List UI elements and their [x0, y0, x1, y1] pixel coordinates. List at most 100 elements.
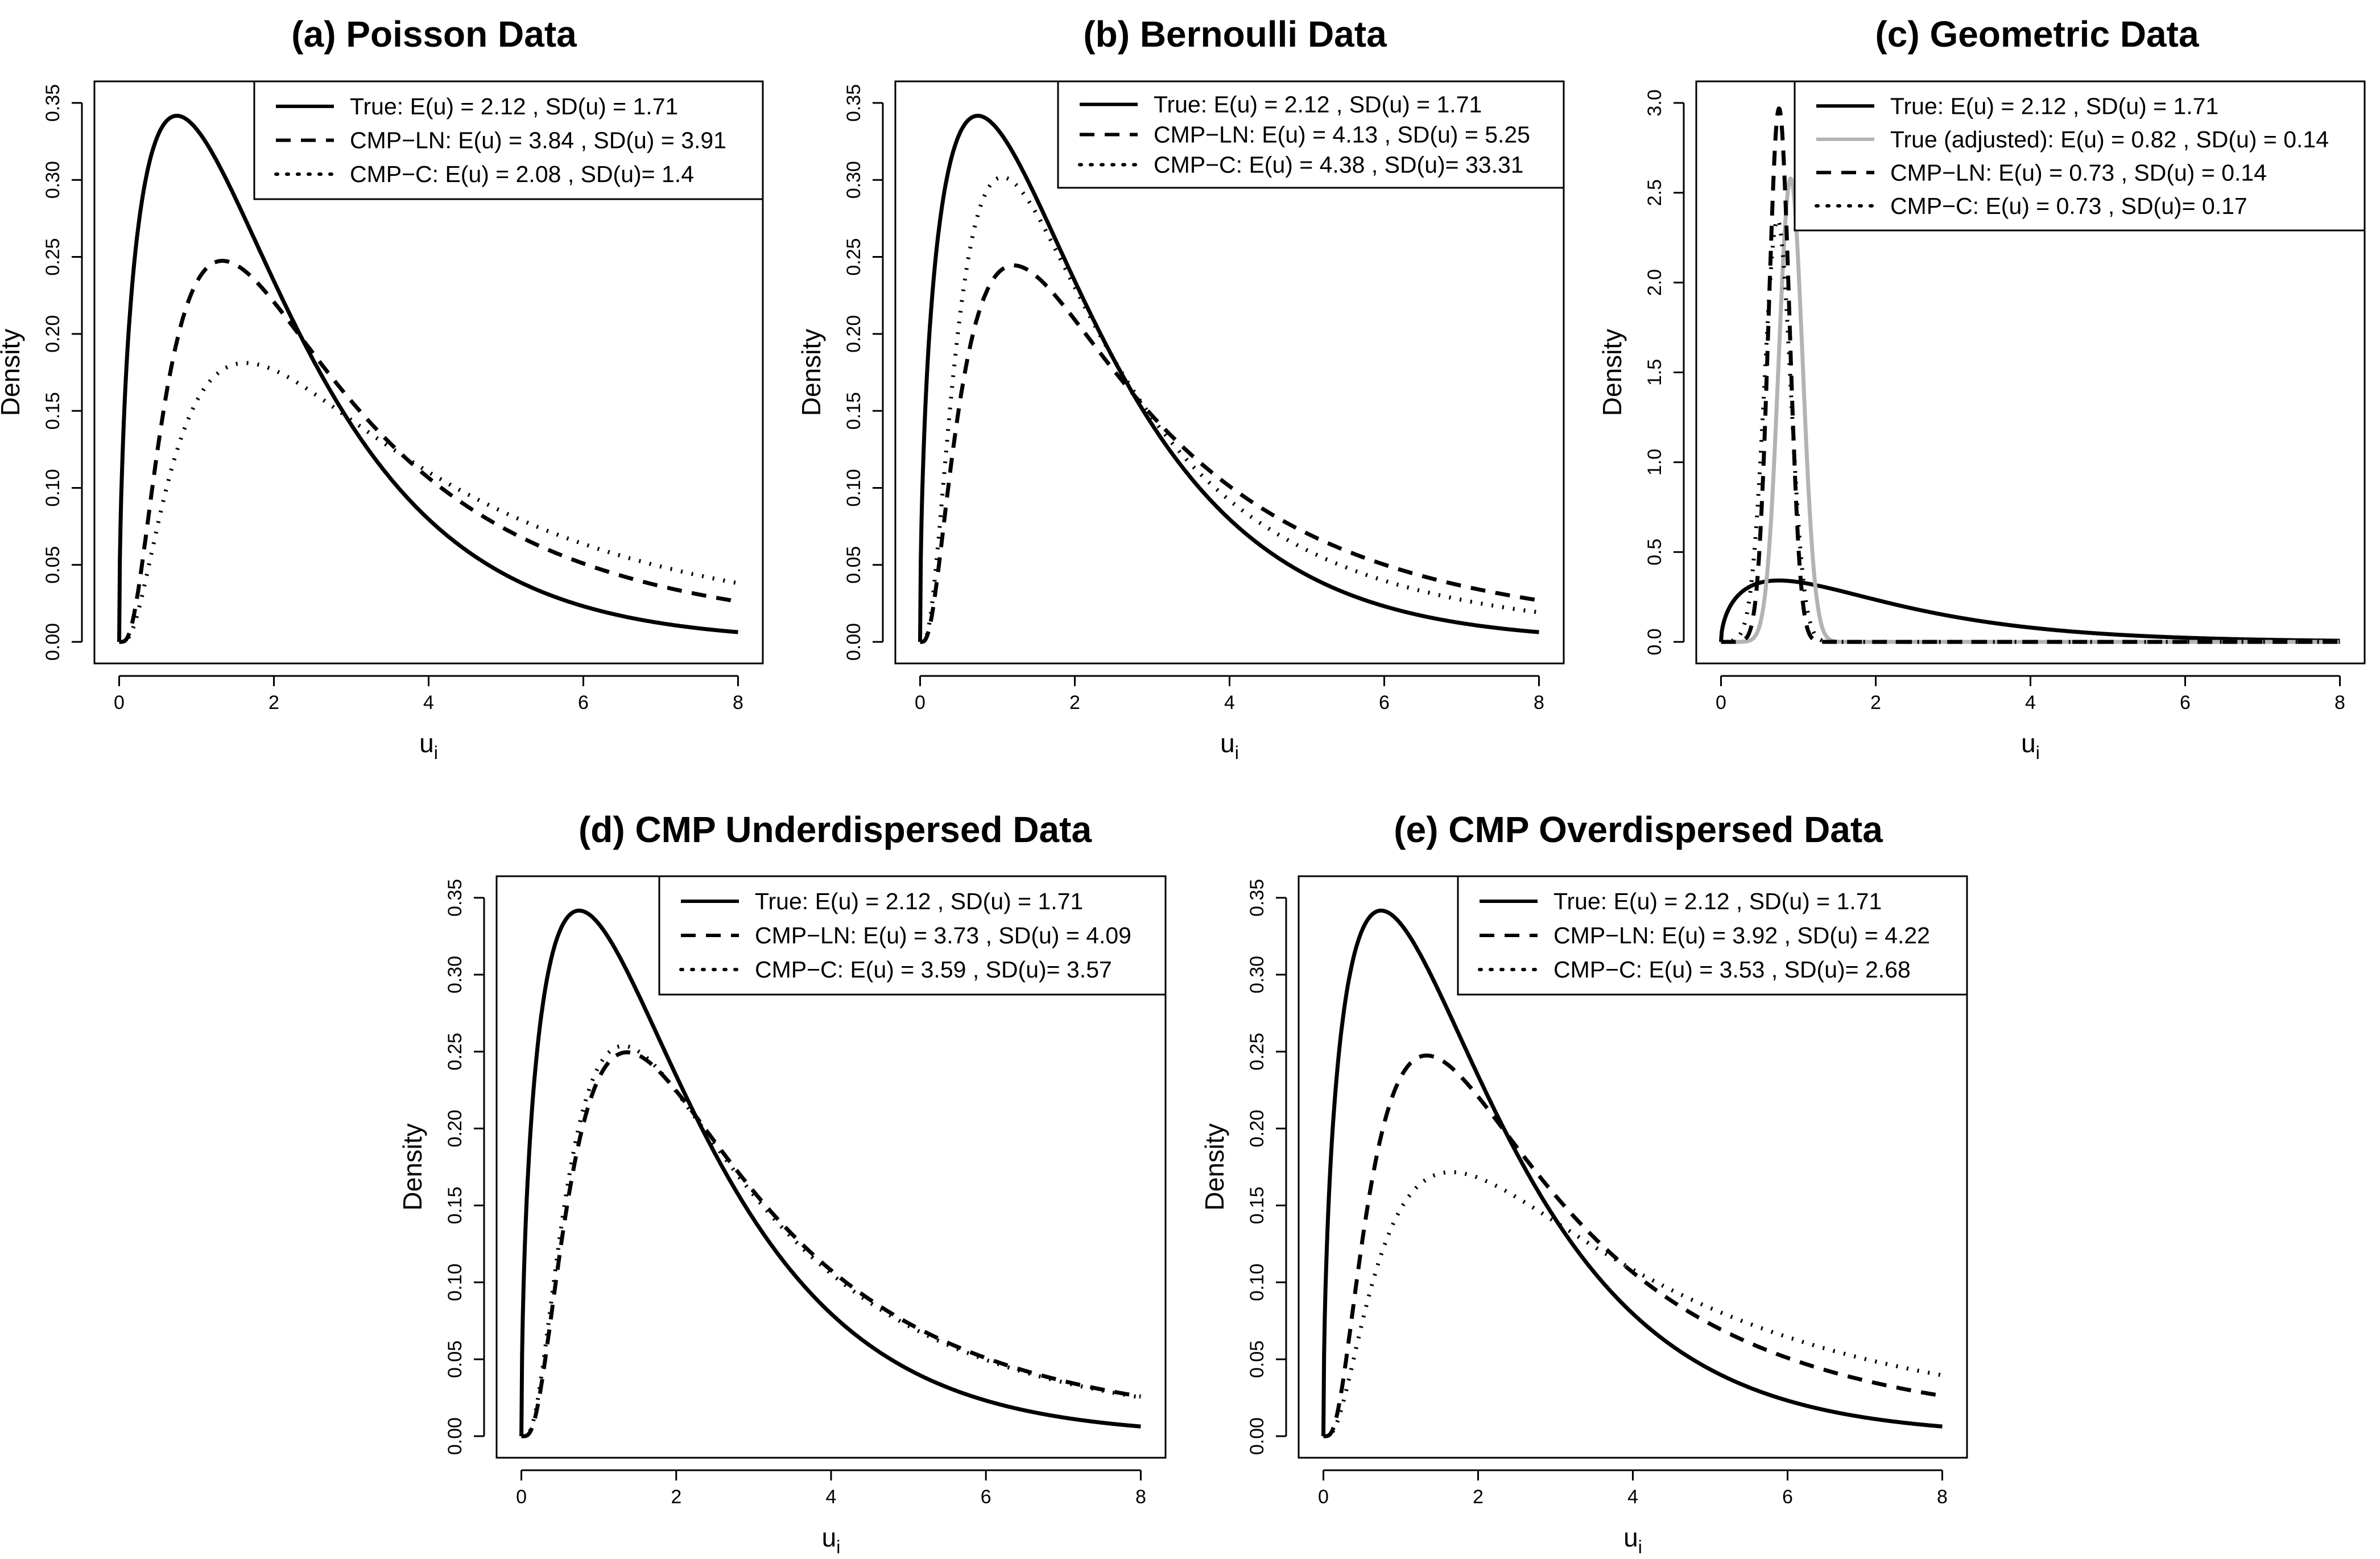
legend: True: E(u) = 2.12 , SD(u) = 1.71 True (ad…	[1794, 80, 2366, 232]
x-tick-label: 2	[1473, 1486, 1484, 1508]
legend-box	[1457, 875, 1968, 996]
x-tick-label: 4	[826, 1486, 837, 1508]
legend-label-1: True: E(u) = 2.12 , SD(u) = 1.71	[755, 888, 1083, 914]
x-tick-label: 6	[578, 692, 589, 713]
x-tick-label: 0	[114, 692, 125, 713]
series-line-3	[1720, 106, 2341, 644]
chart-panel-5: (e) CMP Overdispersed Data 0 2 4 6 8 0.00 0.05 0…	[1200, 809, 1968, 1557]
series-line-1	[1719, 578, 2341, 643]
chart-title: (d) CMP Underdispersed Data	[579, 809, 1092, 850]
x-tick-label: 0	[1716, 692, 1726, 713]
y-tick-label: 0.25	[444, 1033, 466, 1070]
x-tick-label: 6	[2180, 692, 2191, 713]
y-axis-title: Density	[0, 329, 25, 416]
x-tick-label: 2	[671, 1486, 681, 1508]
chart-panel-1: (a) Poisson Data 0 2 4 6 8 0.00 0.05 0.10 0.15 0.2…	[0, 14, 764, 763]
legend-label-2: CMP−LN: E(u) = 3.84 , SD(u) = 3.91	[350, 127, 726, 154]
x-axis-title-subscript: i	[836, 1537, 840, 1557]
chart-title: (c) Geometric Data	[1875, 14, 2199, 55]
y-tick-label: 0.35	[444, 879, 466, 917]
legend-box	[1057, 80, 1565, 189]
legend: True: E(u) = 2.12 , SD(u) = 1.71 CMP−LN: …	[1457, 875, 1968, 996]
y-tick-label: 0.00	[42, 623, 64, 661]
series-line-1	[117, 114, 739, 642]
chart-title: (e) CMP Overdispersed Data	[1394, 809, 1883, 850]
y-tick-label: 2.0	[1644, 269, 1666, 296]
y-tick-label: 0.10	[42, 469, 64, 506]
legend-label-3: CMP−C: E(u) = 2.08 , SD(u)= 1.4	[350, 161, 694, 187]
legend-label-1: True: E(u) = 2.12 , SD(u) = 1.71	[1154, 92, 1482, 118]
x-axis-title-subscript: i	[434, 743, 438, 763]
y-axis-title: Density	[796, 329, 826, 416]
y-tick-label: 0.5	[1644, 539, 1666, 566]
legend-label-1: True: E(u) = 2.12 , SD(u) = 1.71	[1890, 93, 2218, 119]
x-tick-label: 2	[1069, 692, 1080, 713]
x-axis-title-main: u	[822, 1523, 837, 1552]
x-tick-label: 6	[1379, 692, 1390, 713]
x-axis-title-subscript: i	[1235, 743, 1239, 763]
y-tick-label: 0.35	[42, 84, 64, 122]
y-tick-label: 0.20	[1246, 1110, 1268, 1147]
series-line-2	[118, 258, 739, 644]
chart-panel-4: (d) CMP Underdispersed Data 0 2 4 6 8 0.00 0.05…	[398, 809, 1167, 1557]
legend-label-3: CMP−C: E(u) = 3.53 , SD(u)= 2.68	[1553, 956, 1911, 983]
y-tick-label: 0.20	[42, 315, 64, 353]
y-tick-label: 0.05	[444, 1341, 466, 1378]
series-line-1	[918, 114, 1540, 642]
legend-label-2: True (adjusted): E(u) = 0.82 , SD(u) = 0…	[1890, 126, 2329, 152]
chart-panel-3: (c) Geometric Data 0 2 4 6 8 0.0 0.5 1.0 1.5 2.0 2.…	[1597, 14, 2366, 763]
legend: True: E(u) = 2.12 , SD(u) = 1.71 CMP−LN: …	[658, 875, 1167, 996]
series-group	[1321, 908, 1944, 1438]
legend-label-1: True: E(u) = 2.12 , SD(u) = 1.71	[350, 93, 678, 119]
y-tick-label: 0.15	[1246, 1186, 1268, 1224]
legend-label-2: CMP−LN: E(u) = 3.73 , SD(u) = 4.09	[755, 922, 1131, 948]
y-tick-label: 0.05	[843, 546, 865, 584]
y-tick-label: 3.0	[1644, 89, 1666, 116]
x-axis-title-main: u	[419, 728, 434, 758]
y-tick-label: 0.00	[1246, 1417, 1268, 1455]
series-line-1	[1321, 908, 1944, 1437]
y-tick-label: 0.15	[843, 392, 865, 430]
legend-box	[658, 875, 1167, 996]
y-tick-label: 0.30	[1246, 956, 1268, 993]
x-tick-label: 0	[1318, 1486, 1329, 1508]
y-tick-label: 0.15	[444, 1186, 466, 1224]
x-tick-label: 8	[1937, 1486, 1948, 1508]
y-tick-label: 0.00	[444, 1417, 466, 1455]
legend-box	[1794, 80, 2366, 232]
x-axis-title-subscript: i	[2036, 743, 2040, 763]
y-tick-label: 0.30	[843, 161, 865, 199]
chart-title: (a) Poisson Data	[291, 14, 577, 55]
x-tick-label: 4	[423, 692, 434, 713]
y-tick-label: 0.15	[42, 392, 64, 430]
y-tick-label: 0.10	[843, 469, 865, 506]
x-tick-label: 2	[268, 692, 279, 713]
y-tick-label: 0.30	[42, 161, 64, 199]
x-axis-title: ui	[822, 1523, 841, 1557]
y-tick-label: 0.00	[843, 623, 865, 661]
x-axis-title-subscript: i	[1638, 1537, 1642, 1557]
legend: True: E(u) = 2.12 , SD(u) = 1.71 CMP−LN: …	[253, 80, 764, 200]
y-axis-title: Density	[1200, 1123, 1229, 1210]
x-tick-label: 8	[1534, 692, 1544, 713]
legend-label-1: True: E(u) = 2.12 , SD(u) = 1.71	[1553, 888, 1882, 914]
x-axis-title-main: u	[1623, 1523, 1638, 1552]
y-tick-label: 2.5	[1644, 179, 1666, 206]
x-tick-label: 4	[1224, 692, 1235, 713]
y-tick-label: 0.25	[843, 238, 865, 275]
x-axis-title: ui	[1220, 728, 1239, 763]
x-tick-label: 0	[516, 1486, 527, 1508]
x-axis-title-main: u	[2021, 728, 2036, 758]
legend: True: E(u) = 2.12 , SD(u) = 1.71 CMP−LN: …	[1057, 80, 1565, 189]
chart-panel-2: (b) Bernoulli Data 0 2 4 6 8 0.00 0.05 0.10 0.15 0…	[796, 14, 1565, 763]
y-tick-label: 0.05	[1246, 1341, 1268, 1378]
y-tick-label: 1.0	[1644, 449, 1666, 476]
y-tick-label: 0.05	[42, 546, 64, 584]
series-group	[1719, 106, 2341, 644]
x-axis-title-main: u	[1220, 728, 1235, 758]
x-axis-title: ui	[1623, 1523, 1642, 1557]
x-tick-label: 8	[1135, 1486, 1146, 1508]
series-line-1	[519, 908, 1142, 1437]
legend-label-3: CMP−LN: E(u) = 0.73 , SD(u) = 0.14	[1890, 159, 2267, 185]
y-tick-label: 1.5	[1644, 359, 1666, 386]
